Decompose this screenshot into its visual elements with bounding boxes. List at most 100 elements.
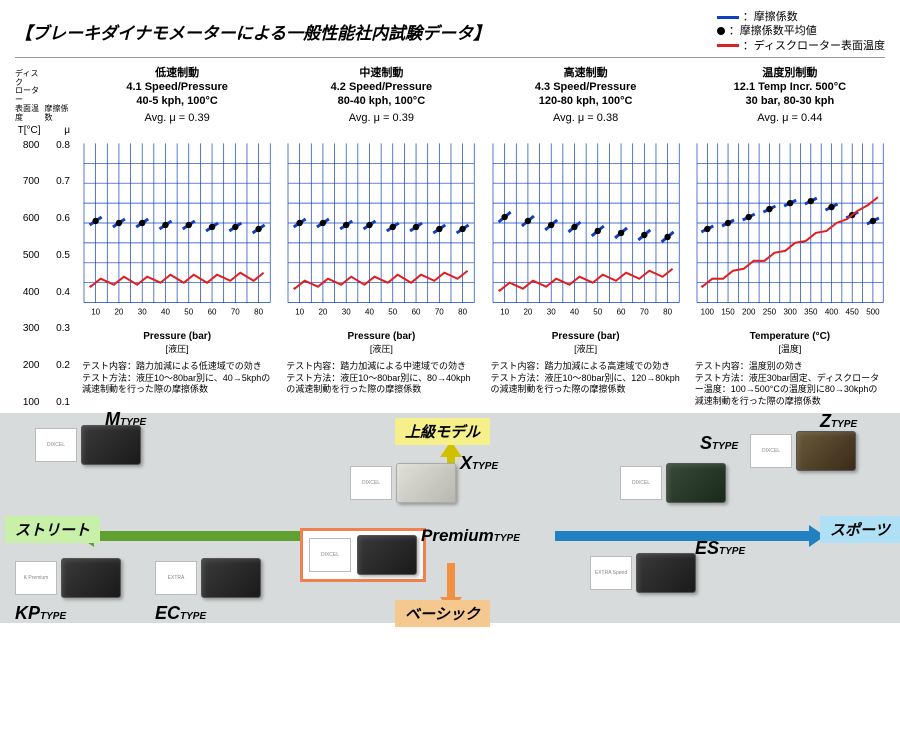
chart-avg: Avg. μ = 0.38 <box>491 111 681 125</box>
y-mu-tick: 0.1 <box>56 397 70 408</box>
pkg-icon: DIXCEL <box>309 538 351 572</box>
x-tick: 60 <box>412 308 421 317</box>
x-tick: 400 <box>825 308 839 317</box>
pkg-icon: DIXCEL <box>620 466 662 500</box>
chart-en1: 4.3 Speed/Pressure <box>491 80 681 94</box>
chart-desc: テスト内容：踏力加減による中速域での効きテスト方法：液圧10～80bar別に、8… <box>286 361 476 396</box>
y-temp-tick: 100 <box>23 397 40 408</box>
header-row: 【ブレーキダイナモメーターによる一般性能社内試験データ】 ：摩擦係数 ：摩擦係数… <box>15 10 885 58</box>
chart-en2: 120-80 kph, 100°C <box>491 94 681 108</box>
brake-pad-icon <box>666 463 726 503</box>
product-x: DIXCEL XTYPE <box>350 463 456 503</box>
y-mu-tick: 0.3 <box>56 323 70 334</box>
arrow-right-icon <box>555 525 825 547</box>
y-temp-tick: 300 <box>23 323 40 334</box>
prod-ec-big: EC <box>155 603 180 623</box>
x-tick: 80 <box>458 308 467 317</box>
x-tick: 450 <box>845 308 859 317</box>
y-h1-1: ディスク <box>15 70 41 88</box>
x-tick: 30 <box>138 308 147 317</box>
x-tick: 300 <box>783 308 797 317</box>
x-tick: 200 <box>742 308 756 317</box>
brake-pad-icon <box>796 431 856 471</box>
y-h1-2: ローター <box>15 87 41 105</box>
chart-en2: 40-5 kph, 100°C <box>82 94 272 108</box>
x-tick: 60 <box>208 308 217 317</box>
pkg-icon: DIXCEL <box>350 466 392 500</box>
chart-svg: 1020304050607080 <box>82 129 272 329</box>
x-tick: 50 <box>389 308 398 317</box>
bottom-section: 上級モデル ベーシック ストリート スポーツ DIXCEL MTYPE DIXC… <box>0 413 900 623</box>
page-title: 【ブレーキダイナモメーターによる一般性能社内試験データ】 <box>15 19 490 44</box>
x-tick: 50 <box>593 308 602 317</box>
y-temp-tick: 200 <box>23 360 40 371</box>
axis-top-label: 上級モデル <box>395 418 490 445</box>
chart-panel-0: 低速制動 4.1 Speed/Pressure 40-5 kph, 100°C … <box>82 66 272 408</box>
x-tick: 150 <box>721 308 735 317</box>
y-mu-tick: 0.6 <box>56 213 70 224</box>
chart-panel-1: 中速制動 4.2 Speed/Pressure 80-40 kph, 100°C… <box>286 66 476 408</box>
product-z: DIXCEL ZTYPE <box>750 431 856 471</box>
prod-premium-big: Premium <box>421 526 494 545</box>
y-mu-tick: 0.2 <box>56 360 70 371</box>
x-tick: 250 <box>763 308 777 317</box>
brake-pad-icon <box>636 553 696 593</box>
y-mu-tick: 0.5 <box>56 250 70 261</box>
y-mu-tick: 0.8 <box>56 140 70 151</box>
chart-desc: テスト内容：踏力加減による低速域での効きテスト方法：液圧10～80bar別に、4… <box>82 361 272 396</box>
x-tick: 20 <box>319 308 328 317</box>
x-tick: 20 <box>114 308 123 317</box>
chart-en2: 80-40 kph, 100°C <box>286 94 476 108</box>
y-axis-labels: ディスク ローター 表面温度 T[°C] 摩擦係数 μ 800700600500… <box>15 66 70 408</box>
chart-jp-title: 高速制動 <box>491 66 681 80</box>
legend-rotor-temp-text: ：ディスクローター表面温度 <box>743 39 885 53</box>
chart-en1: 12.1 Temp Incr. 500°C <box>695 80 885 94</box>
brake-pad-icon <box>61 558 121 598</box>
top-section: 【ブレーキダイナモメーターによる一般性能社内試験データ】 ：摩擦係数 ：摩擦係数… <box>0 0 900 413</box>
chart-en2: 30 bar, 80-30 kph <box>695 94 885 108</box>
chart-en1: 4.1 Speed/Pressure <box>82 80 272 94</box>
product-es: EXTRA Speed ESTYPE <box>590 553 696 593</box>
y-temp-tick: 400 <box>23 287 40 298</box>
charts-container: 低速制動 4.1 Speed/Pressure 40-5 kph, 100°C … <box>82 66 885 408</box>
prod-ec-sub: TYPE <box>180 611 206 622</box>
prod-s-big: S <box>700 433 712 453</box>
y-ticks: 800700600500400300200100 0.80.70.60.50.4… <box>15 140 70 408</box>
y-mu-tick: 0.7 <box>56 176 70 187</box>
x-tick: 100 <box>700 308 714 317</box>
legend-line-blue <box>717 16 739 19</box>
y-temp-tick: 500 <box>23 250 40 261</box>
pkg-icon: DIXCEL <box>750 434 792 468</box>
y-mu-tick: 0.4 <box>56 287 70 298</box>
legend-line-red <box>717 44 739 47</box>
prod-m-sub: TYPE <box>120 417 146 428</box>
chart-svg: 1020304050607080 <box>491 129 681 329</box>
legend-friction: ：摩擦係数 <box>717 10 885 24</box>
prod-x-big: X <box>460 453 472 473</box>
x-tick: 30 <box>546 308 555 317</box>
x-tick: 40 <box>161 308 170 317</box>
x-tick: 500 <box>866 308 880 317</box>
brake-pad-icon <box>357 535 417 575</box>
y-unit1: T[°C] <box>18 125 41 136</box>
axis-bottom-label: ベーシック <box>395 600 490 627</box>
chart-jp-title: 中速制動 <box>286 66 476 80</box>
chart-xlabel: Pressure (bar) <box>286 331 476 342</box>
legend: ：摩擦係数 ：摩擦係数平均値 ：ディスクローター表面温度 <box>717 10 885 53</box>
y-temp-tick: 600 <box>23 213 40 224</box>
prod-kp-big: KP <box>15 603 40 623</box>
x-tick: 30 <box>342 308 351 317</box>
chart-avg: Avg. μ = 0.44 <box>695 111 885 125</box>
prod-es-big: ES <box>695 538 719 558</box>
prod-m-big: M <box>105 409 120 429</box>
chart-svg: 1020304050607080 <box>286 129 476 329</box>
chart-avg: Avg. μ = 0.39 <box>82 111 272 125</box>
prod-z-sub: TYPE <box>831 419 857 430</box>
x-tick: 60 <box>616 308 625 317</box>
x-tick: 70 <box>231 308 240 317</box>
y-h1-3: 表面温度 <box>15 105 41 123</box>
y-h2-1: 摩擦係数 <box>45 105 71 123</box>
x-tick: 70 <box>435 308 444 317</box>
x-tick: 350 <box>804 308 818 317</box>
chart-desc: テスト内容：踏力加減による高速域での効きテスト方法：液圧10～80bar別に、1… <box>491 361 681 396</box>
